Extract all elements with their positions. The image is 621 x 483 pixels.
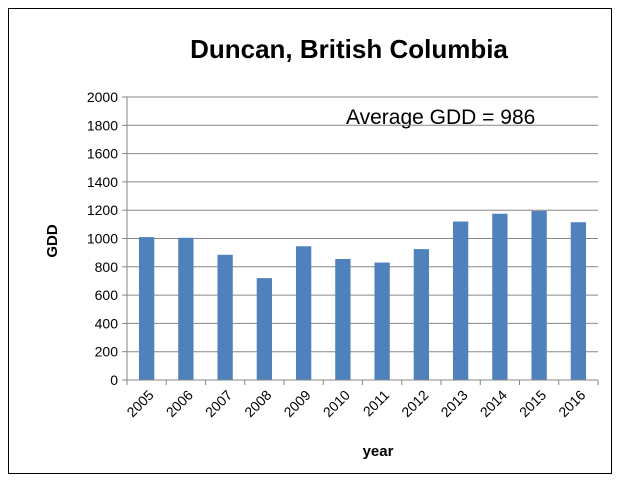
y-tick-label: 800 xyxy=(95,259,119,275)
bar-2011 xyxy=(374,262,390,380)
bar-2006 xyxy=(178,237,194,380)
x-tick-label: 2009 xyxy=(280,387,313,420)
bars xyxy=(138,210,587,380)
y-tick-label: 400 xyxy=(95,315,119,331)
bar-2008 xyxy=(256,278,273,380)
x-tick-label: 2013 xyxy=(437,387,470,420)
x-tick-labels: 2005 2006 2007 2008 2009 2010 2011 2012 2013 2014… xyxy=(123,387,588,420)
y-tick-label: 1600 xyxy=(87,146,118,162)
bar-2014 xyxy=(492,213,508,380)
y-tick-label: 1000 xyxy=(87,231,118,247)
x-tick-label: 2015 xyxy=(516,387,549,420)
bar-2016 xyxy=(570,222,587,380)
bar-2015 xyxy=(531,210,547,380)
x-tick-label: 2008 xyxy=(241,387,274,420)
x-tick-label: 2014 xyxy=(477,387,510,420)
y-tick-label: 600 xyxy=(95,287,119,303)
y-tick-label: 2000 xyxy=(87,89,118,105)
x-tick-label: 2010 xyxy=(320,387,353,420)
y-tick-label: 1400 xyxy=(87,174,118,190)
x-tick-label: 2007 xyxy=(202,387,235,420)
x-tick-label: 2011 xyxy=(360,387,393,420)
bar-2012 xyxy=(413,249,430,380)
y-tick-label: 1200 xyxy=(87,202,118,218)
bar-2007 xyxy=(217,254,233,380)
axes xyxy=(122,96,599,385)
y-tick-label: 0 xyxy=(110,372,118,388)
chart-title: Duncan, British Columbia xyxy=(190,34,508,64)
bar-2013 xyxy=(452,221,469,380)
bar-2005 xyxy=(138,237,155,380)
y-tick-label: 1800 xyxy=(87,117,118,133)
average-annotation: Average GDD = 986 xyxy=(346,106,535,129)
bar-2010 xyxy=(335,259,351,380)
x-tick-label: 2016 xyxy=(555,387,588,420)
y-axis-label: GDD xyxy=(44,224,61,258)
y-tick-labels: 0 200 400 600 800 1000 1200 1400 1600 1800 2000 xyxy=(87,89,118,388)
bar-2009 xyxy=(295,246,312,380)
x-tick-label: 2005 xyxy=(123,387,156,420)
gridlines xyxy=(127,96,598,353)
x-tick-label: 2006 xyxy=(163,387,196,420)
x-tick-label: 2012 xyxy=(398,387,431,420)
x-axis-label: year xyxy=(363,443,394,460)
y-tick-label: 200 xyxy=(95,344,119,360)
chart-frame xyxy=(8,8,612,474)
